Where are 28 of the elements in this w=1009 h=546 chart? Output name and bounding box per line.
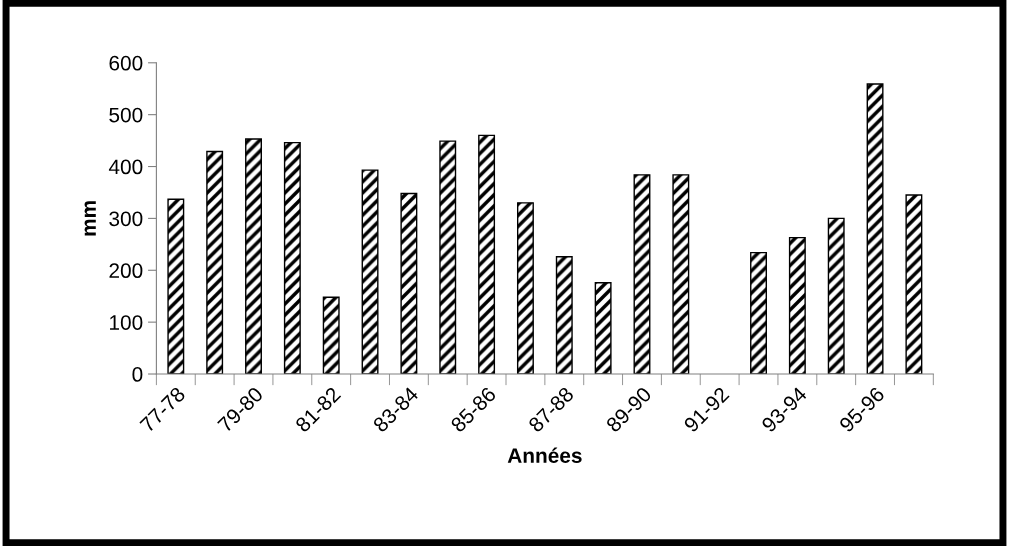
bar bbox=[750, 251, 767, 375]
bar bbox=[516, 202, 534, 375]
y-tick-label: 400 bbox=[108, 159, 143, 175]
y-tick-label: 300 bbox=[109, 211, 143, 227]
bar bbox=[167, 198, 185, 375]
bar bbox=[400, 192, 418, 375]
bar bbox=[594, 282, 612, 375]
bar bbox=[361, 169, 379, 375]
x-axis-title: Années bbox=[507, 447, 582, 463]
bar bbox=[866, 83, 884, 375]
bar bbox=[322, 296, 340, 375]
y-tick-label: 200 bbox=[109, 263, 143, 279]
bar bbox=[827, 217, 845, 375]
bar bbox=[439, 140, 457, 375]
bar bbox=[283, 141, 301, 375]
bar bbox=[206, 150, 224, 375]
bar bbox=[633, 174, 651, 375]
y-tick-label: 100 bbox=[110, 315, 143, 330]
y-tick-label: 0 bbox=[132, 367, 143, 382]
y-tick-label: 500 bbox=[109, 107, 143, 123]
bar bbox=[788, 236, 806, 375]
bar bbox=[672, 174, 690, 375]
bar bbox=[245, 138, 262, 375]
y-axis-title: mm bbox=[84, 201, 96, 236]
bar bbox=[555, 256, 573, 375]
y-tick-label: 600 bbox=[109, 55, 143, 71]
bar bbox=[905, 194, 923, 375]
bar bbox=[478, 134, 496, 375]
